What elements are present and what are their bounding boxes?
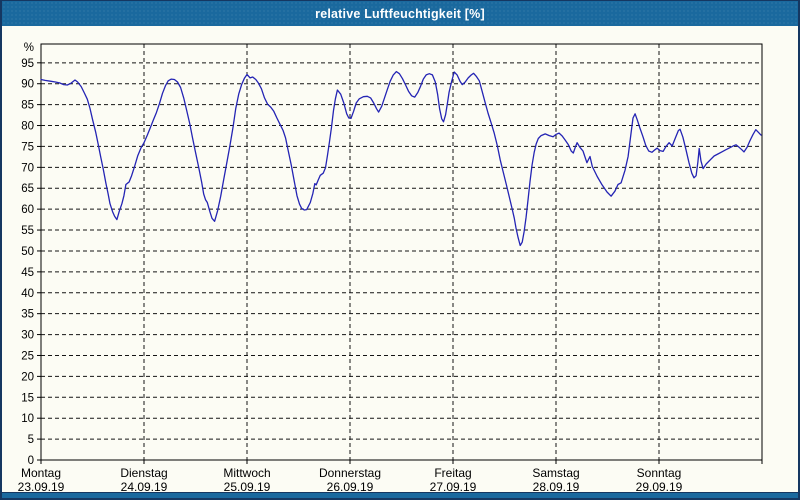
axis-labels: 0 5 10 15 20 25 30 35 40 45 50 55 60 65 70 75 80 85 90 95% [21, 42, 34, 467]
day-name-label: Dienstag [120, 466, 167, 480]
humidity-line-series [40, 70, 762, 247]
day-date-label: 29.09.19 [636, 480, 683, 492]
day-name-label: Freitag [434, 466, 471, 480]
humidity-chart: 0 5 10 15 20 25 30 35 40 45 50 55 60 65 70 75 80 85 90 95% M… [18, 42, 763, 494]
y-tick-label: 95 [21, 58, 34, 70]
bottom-strip [2, 493, 798, 500]
day-name-label: Sonntag [637, 466, 682, 480]
axis-ticks [37, 62, 763, 464]
gridlines [41, 44, 762, 460]
day-date-label: 23.09.19 [18, 480, 65, 492]
y-tick-label: 30 [21, 330, 34, 342]
y-tick-label: 20 [21, 371, 34, 383]
y-tick-label: 10 [21, 413, 34, 425]
y-tick-label: 70 [21, 162, 34, 174]
y-tick-label: 0 [28, 455, 34, 467]
y-tick-label: 40 [21, 288, 34, 300]
day-name-label: Samstag [532, 466, 579, 480]
y-tick-label: 45 [21, 267, 34, 279]
y-tick-label: 15 [21, 392, 34, 404]
day-date-label: 28.09.19 [533, 480, 580, 492]
bottom-divider [2, 492, 798, 493]
y-tick-label: 80 [21, 121, 34, 133]
day-date-label: 25.09.19 [224, 480, 271, 492]
y-tick-label: 75 [21, 141, 34, 153]
y-tick-label: 85 [21, 100, 34, 112]
y-tick-label: 25 [21, 350, 34, 362]
chart-area: 0 5 10 15 20 25 30 35 40 45 50 55 60 65 70 75 80 85 90 95% M… [2, 26, 798, 494]
y-axis-unit-label: % [24, 42, 34, 54]
y-tick-label: 5 [28, 434, 34, 446]
y-tick-label: 60 [21, 204, 34, 216]
day-date-label: 26.09.19 [327, 480, 374, 492]
day-name-label: Donnerstag [319, 466, 381, 480]
y-tick-label: 90 [21, 79, 34, 91]
window-title: relative Luftfeuchtigkeit [%] [315, 6, 485, 21]
y-tick-label: 50 [21, 246, 34, 258]
day-name-label: Montag [21, 466, 61, 480]
day-date-label: 27.09.19 [430, 480, 477, 492]
day-date-label: 24.09.19 [121, 480, 168, 492]
y-tick-label: 55 [21, 225, 34, 237]
y-tick-label: 65 [21, 183, 34, 195]
y-tick-label: 35 [21, 309, 34, 321]
plot-border [40, 43, 763, 461]
day-name-label: Mittwoch [223, 466, 270, 480]
title-bar: relative Luftfeuchtigkeit [%] [2, 0, 798, 26]
